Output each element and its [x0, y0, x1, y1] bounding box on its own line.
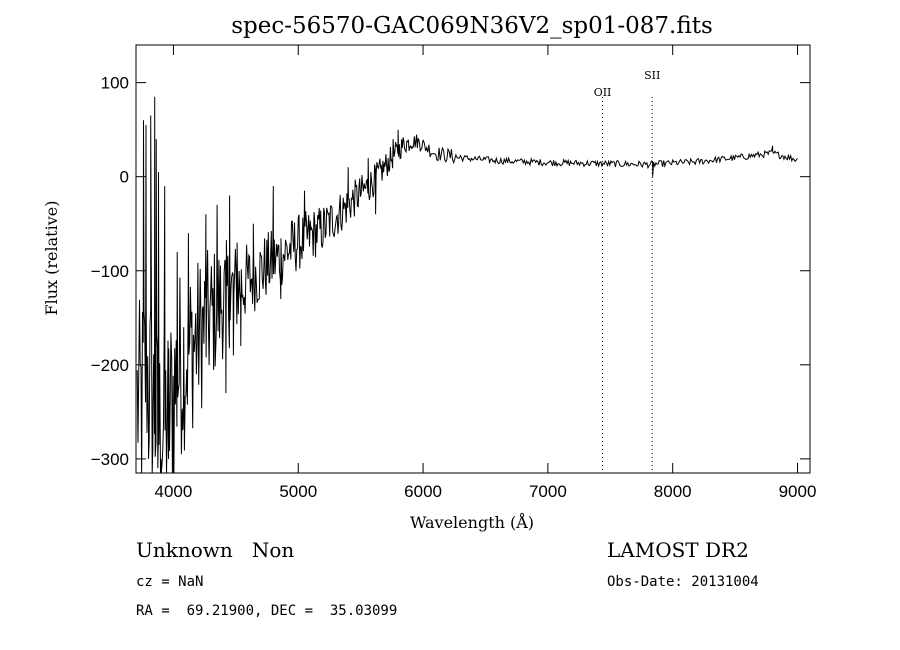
- y-axis-label: Flux (relative): [42, 201, 61, 316]
- ra-dec: RA = 69.21900, DEC = 35.03099: [136, 603, 398, 619]
- line-marker-label: OII: [594, 86, 612, 99]
- x-tick-label: 4000: [155, 482, 193, 501]
- obs-date: Obs-Date: 20131004: [607, 574, 759, 590]
- x-axis-ticks: 4000 5000 6000 7000 8000 9000: [155, 45, 817, 501]
- spectrum-line: [136, 96, 798, 474]
- x-tick-label: 7000: [529, 482, 567, 501]
- x-tick-label: 8000: [654, 482, 692, 501]
- y-tick-label: 100: [101, 74, 129, 93]
- y-tick-label: −100: [91, 262, 129, 281]
- plot-frame: [135, 44, 811, 474]
- y-tick-label: −200: [91, 356, 129, 375]
- survey-name: LAMOST DR2: [607, 538, 749, 562]
- chart-title: spec-56570-GAC069N36V2_sp01-087.fits: [231, 13, 713, 39]
- object-class: Unknown Non: [136, 538, 295, 562]
- redshift-cz: cz = NaN: [136, 574, 204, 590]
- x-axis-label: Wavelength (Å): [410, 512, 534, 532]
- x-tick-label: 9000: [779, 482, 817, 501]
- x-tick-label: 5000: [279, 482, 317, 501]
- line-marker-label: SII: [644, 69, 660, 82]
- y-tick-label: 0: [120, 168, 129, 187]
- x-tick-label: 6000: [404, 482, 442, 501]
- y-tick-label: −300: [91, 450, 129, 469]
- line-annotations: OII SII: [594, 69, 660, 473]
- y-axis-ticks: −300 −200 −100 0 100: [91, 74, 810, 469]
